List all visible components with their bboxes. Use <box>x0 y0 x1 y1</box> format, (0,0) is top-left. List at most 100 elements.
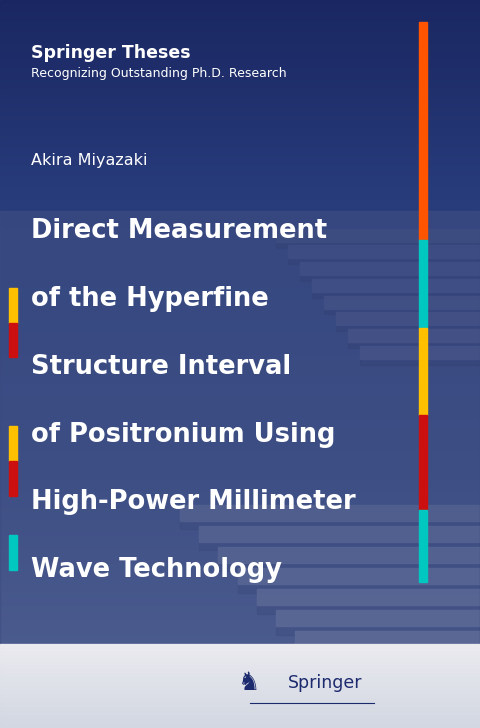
Bar <box>0 96 480 98</box>
Bar <box>0 678 480 679</box>
Text: Akira Miyazaki: Akira Miyazaki <box>31 153 148 168</box>
Bar <box>0 233 480 234</box>
Bar <box>0 133 480 135</box>
Bar <box>0 433 480 435</box>
Bar <box>0 9 480 11</box>
Bar <box>0 467 480 470</box>
Bar <box>0 404 480 406</box>
Bar <box>0 127 480 130</box>
Bar <box>0 55 480 56</box>
Bar <box>0 688 480 690</box>
Bar <box>0 87 480 90</box>
Bar <box>0 298 480 300</box>
Bar <box>0 320 480 322</box>
Bar <box>0 328 480 329</box>
Bar <box>0 666 480 668</box>
Bar <box>0 588 480 590</box>
Bar <box>0 360 480 363</box>
Bar <box>0 717 480 719</box>
Bar <box>0 257 480 258</box>
Bar <box>0 702 480 703</box>
Bar <box>419 510 427 582</box>
Bar <box>0 716 480 717</box>
Bar <box>0 130 480 131</box>
Bar <box>0 644 480 646</box>
Bar <box>0 125 480 127</box>
Bar <box>0 601 480 603</box>
Bar <box>0 79 480 80</box>
Bar <box>0 681 480 682</box>
Bar <box>0 517 480 518</box>
Bar <box>0 323 480 324</box>
Bar <box>0 670 480 672</box>
Bar <box>0 593 480 596</box>
Bar <box>0 672 480 673</box>
Bar <box>0 124 480 125</box>
Bar <box>0 377 480 379</box>
Bar <box>0 521 480 523</box>
Bar <box>0 657 480 658</box>
Bar <box>0 724 480 725</box>
Bar <box>0 590 480 591</box>
Bar <box>360 358 480 365</box>
Bar <box>0 365 480 368</box>
Bar <box>0 210 480 211</box>
Bar <box>0 200 480 202</box>
Bar <box>0 435 480 437</box>
Bar <box>0 173 480 175</box>
Bar <box>0 258 480 260</box>
Bar <box>0 662 480 664</box>
Bar <box>0 475 480 477</box>
Bar <box>0 547 480 550</box>
Bar <box>0 57 480 58</box>
Bar <box>300 274 480 281</box>
Bar <box>0 95 480 96</box>
Bar <box>0 136 480 138</box>
Bar <box>218 547 480 563</box>
Bar <box>0 679 480 681</box>
Bar <box>295 631 480 647</box>
Bar <box>276 626 480 635</box>
Bar <box>0 430 480 431</box>
Bar <box>0 647 480 649</box>
Bar <box>0 60 480 62</box>
Bar <box>238 584 480 593</box>
Bar <box>276 241 480 248</box>
Bar <box>0 685 480 686</box>
Bar <box>180 521 480 529</box>
Bar <box>0 667 480 668</box>
Bar <box>0 553 480 555</box>
Bar <box>0 108 480 109</box>
Bar <box>0 725 480 727</box>
Bar <box>0 408 480 409</box>
Bar <box>0 420 480 422</box>
Bar <box>348 329 480 342</box>
Bar <box>0 501 480 502</box>
Bar <box>0 700 480 702</box>
Bar <box>0 649 480 652</box>
Bar <box>0 25 480 27</box>
Bar <box>0 213 480 215</box>
Bar <box>0 68 480 69</box>
Bar <box>0 249 480 251</box>
Bar <box>0 177 480 178</box>
Bar <box>0 104 480 106</box>
Bar <box>0 676 480 677</box>
Bar <box>0 74 480 76</box>
Bar <box>0 373 480 375</box>
Bar <box>0 652 480 654</box>
Bar <box>0 273 480 274</box>
Bar <box>0 29 480 31</box>
Bar <box>0 602 480 604</box>
Bar <box>0 511 480 513</box>
Bar <box>0 84 480 85</box>
Bar <box>0 255 480 256</box>
Bar <box>0 673 480 675</box>
Bar <box>0 312 480 313</box>
Bar <box>0 559 480 561</box>
Bar <box>0 397 480 398</box>
Bar <box>0 530 480 531</box>
Bar <box>0 118 480 120</box>
Bar <box>0 266 480 267</box>
Bar <box>0 585 480 586</box>
